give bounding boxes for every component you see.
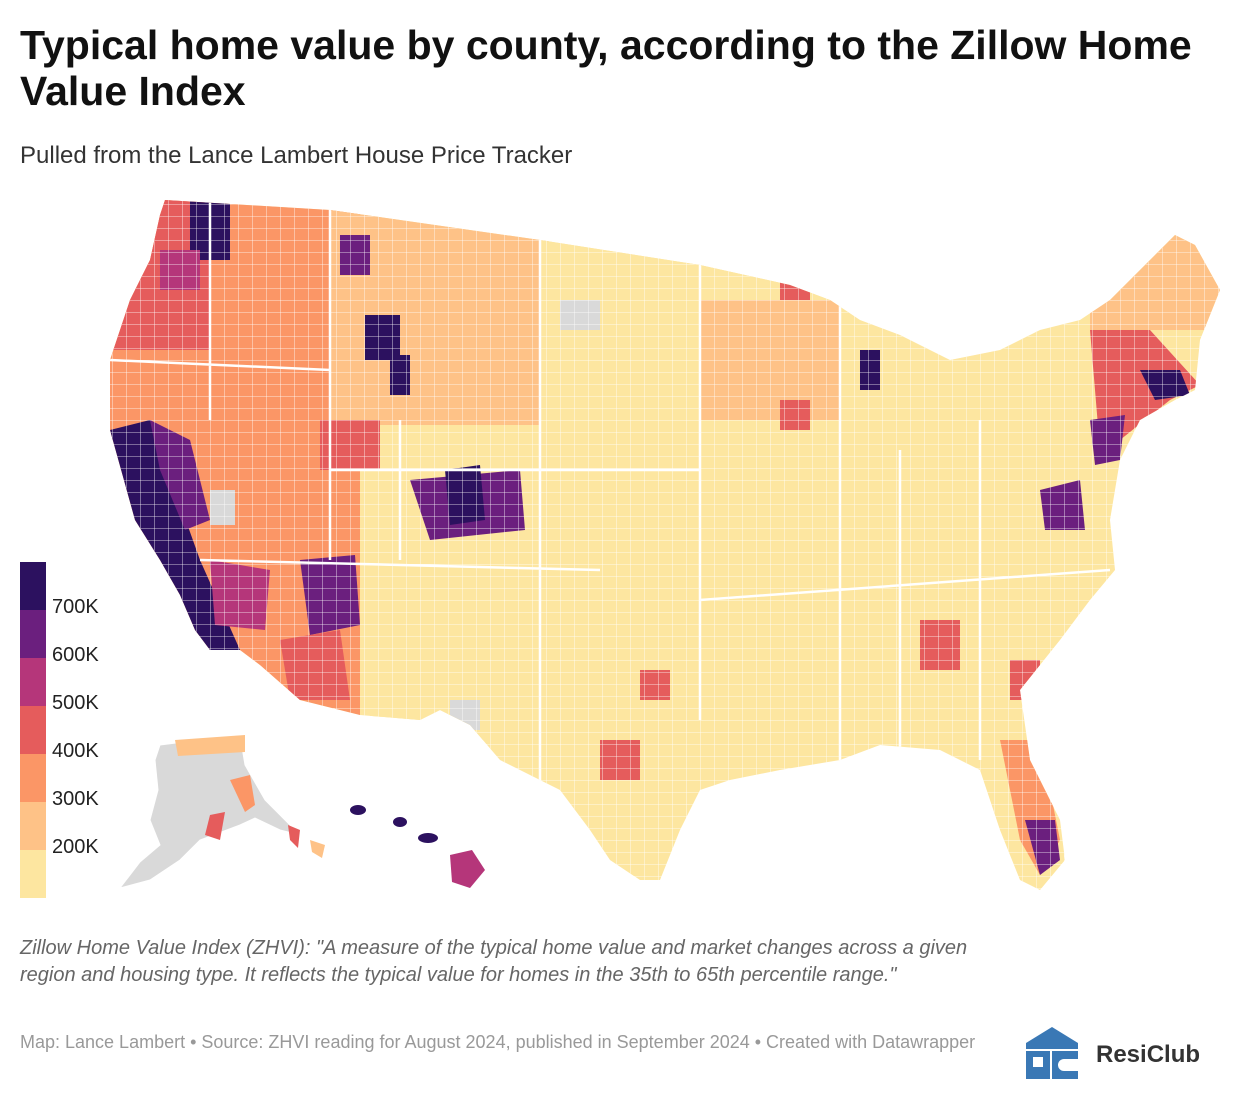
legend-swatch — [20, 850, 46, 898]
color-legend: 700K 600K 500K 400K 300K 200K — [20, 562, 140, 898]
legend-swatch — [20, 706, 46, 754]
legend-swatch — [20, 658, 46, 706]
legend-swatch — [20, 754, 46, 802]
methodology-note: Zillow Home Value Index (ZHVI): "A measu… — [20, 937, 968, 986]
brand-name: ResiClub — [1096, 1041, 1201, 1068]
chart-title: Typical home value by county, according … — [20, 22, 1192, 114]
legend-swatch — [20, 610, 46, 658]
legend-label: 200K — [52, 836, 99, 858]
choropleth-map — [0, 180, 1240, 920]
legend-label: 500K — [52, 692, 99, 714]
contiguous-us — [110, 200, 1220, 890]
legend-label: 400K — [52, 740, 99, 762]
legend-swatch — [20, 802, 46, 850]
resiclub-logo-icon — [1026, 1027, 1078, 1079]
legend-label: 300K — [52, 788, 99, 810]
alaska — [118, 734, 325, 889]
hawaii — [350, 805, 485, 888]
legend-swatch — [20, 562, 46, 610]
chart-subtitle: Pulled from the Lance Lambert House Pric… — [20, 142, 573, 169]
brand-logo: ResiClub — [1022, 1023, 1232, 1083]
legend-label: 600K — [52, 644, 99, 666]
legend-label: 700K — [52, 596, 99, 618]
source-byline: Map: Lance Lambert • Source: ZHVI readin… — [20, 1032, 976, 1052]
map-svg — [110, 200, 1220, 890]
